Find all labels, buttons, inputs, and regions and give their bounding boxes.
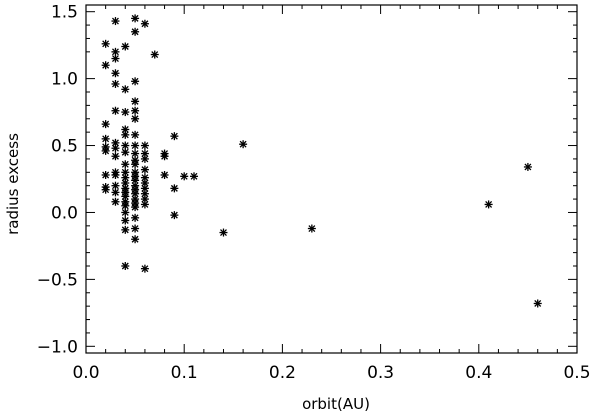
data-point [484, 200, 493, 209]
data-point [111, 181, 120, 190]
data-point [170, 211, 179, 220]
data-point [121, 225, 130, 234]
data-point [121, 208, 130, 217]
x-axis-label: orbit(AU) [302, 395, 370, 413]
x-tick-label: 0.1 [171, 363, 198, 383]
data-point [121, 148, 130, 157]
y-tick-label: −1.0 [37, 337, 78, 357]
data-point [170, 132, 179, 141]
x-tick-label: 0.4 [465, 363, 492, 383]
data-point [131, 224, 140, 233]
data-point [239, 140, 248, 149]
x-tick-label: 0.5 [563, 363, 590, 383]
data-point [160, 170, 169, 179]
y-tick-label: 1.0 [51, 70, 78, 90]
data-point [131, 27, 140, 36]
data-point [160, 152, 169, 161]
data-point [111, 138, 120, 147]
x-tick-label: 0.0 [72, 363, 99, 383]
data-point [140, 165, 149, 174]
data-point [131, 160, 140, 169]
data-point [131, 213, 140, 222]
data-point [121, 201, 130, 210]
data-point [121, 108, 130, 117]
data-point [131, 14, 140, 23]
data-point [111, 69, 120, 78]
data-point [131, 235, 140, 244]
data-point [111, 188, 120, 197]
data-point [111, 170, 120, 179]
data-point [131, 130, 140, 139]
data-point [101, 120, 110, 129]
data-point [131, 106, 140, 115]
data-point [131, 97, 140, 106]
data-point [101, 39, 110, 48]
data-point [131, 77, 140, 86]
y-axis-ticks: −1.0 −0.5 0.0 0.5 1.0 1.5 [37, 3, 577, 357]
data-point [219, 228, 228, 237]
data-point [101, 61, 110, 70]
data-point [140, 154, 149, 163]
plot-frame [85, 4, 578, 354]
y-tick-label: 0.5 [51, 137, 78, 157]
data-point [140, 141, 149, 150]
data-point [131, 149, 140, 158]
data-point [101, 146, 110, 155]
data-point [131, 114, 140, 123]
data-point [131, 189, 140, 198]
data-point [121, 85, 130, 94]
data-point [111, 152, 120, 161]
data-point [180, 172, 189, 181]
data-point [307, 224, 316, 233]
data-point [101, 170, 110, 179]
data-point [190, 172, 199, 181]
data-point [121, 130, 130, 139]
data-point [140, 19, 149, 28]
data-point [111, 144, 120, 153]
data-point [121, 262, 130, 270]
data-point [111, 106, 120, 115]
data-point [121, 168, 130, 177]
data-point [131, 141, 140, 150]
data-point [121, 42, 130, 51]
y-tick-label: −0.5 [37, 270, 78, 290]
data-point [121, 160, 130, 169]
data-point [140, 264, 149, 273]
y-axis-label: radius excess [4, 133, 22, 235]
plot-border [85, 4, 578, 354]
x-tick-label: 0.3 [367, 363, 394, 383]
y-tick-label: 0.0 [51, 203, 78, 223]
data-point [533, 299, 542, 308]
data-point [111, 79, 120, 88]
data-point [111, 17, 120, 26]
data-point [121, 141, 130, 150]
data-point [121, 216, 130, 225]
data-point [131, 203, 140, 212]
data-point [140, 173, 149, 182]
data-point [111, 54, 120, 63]
x-tick-label: 0.2 [269, 363, 296, 383]
x-axis-ticks: 0.0 0.1 0.2 0.3 0.4 0.5 [72, 5, 591, 383]
data-point [121, 173, 130, 182]
data-points [101, 14, 542, 308]
data-point [101, 134, 110, 143]
data-point [101, 185, 110, 194]
data-point [111, 47, 120, 56]
data-point [140, 200, 149, 209]
data-point [111, 197, 120, 206]
y-tick-label: 1.5 [51, 3, 78, 23]
data-point [170, 184, 179, 193]
data-point [150, 50, 159, 59]
data-point [523, 162, 532, 171]
